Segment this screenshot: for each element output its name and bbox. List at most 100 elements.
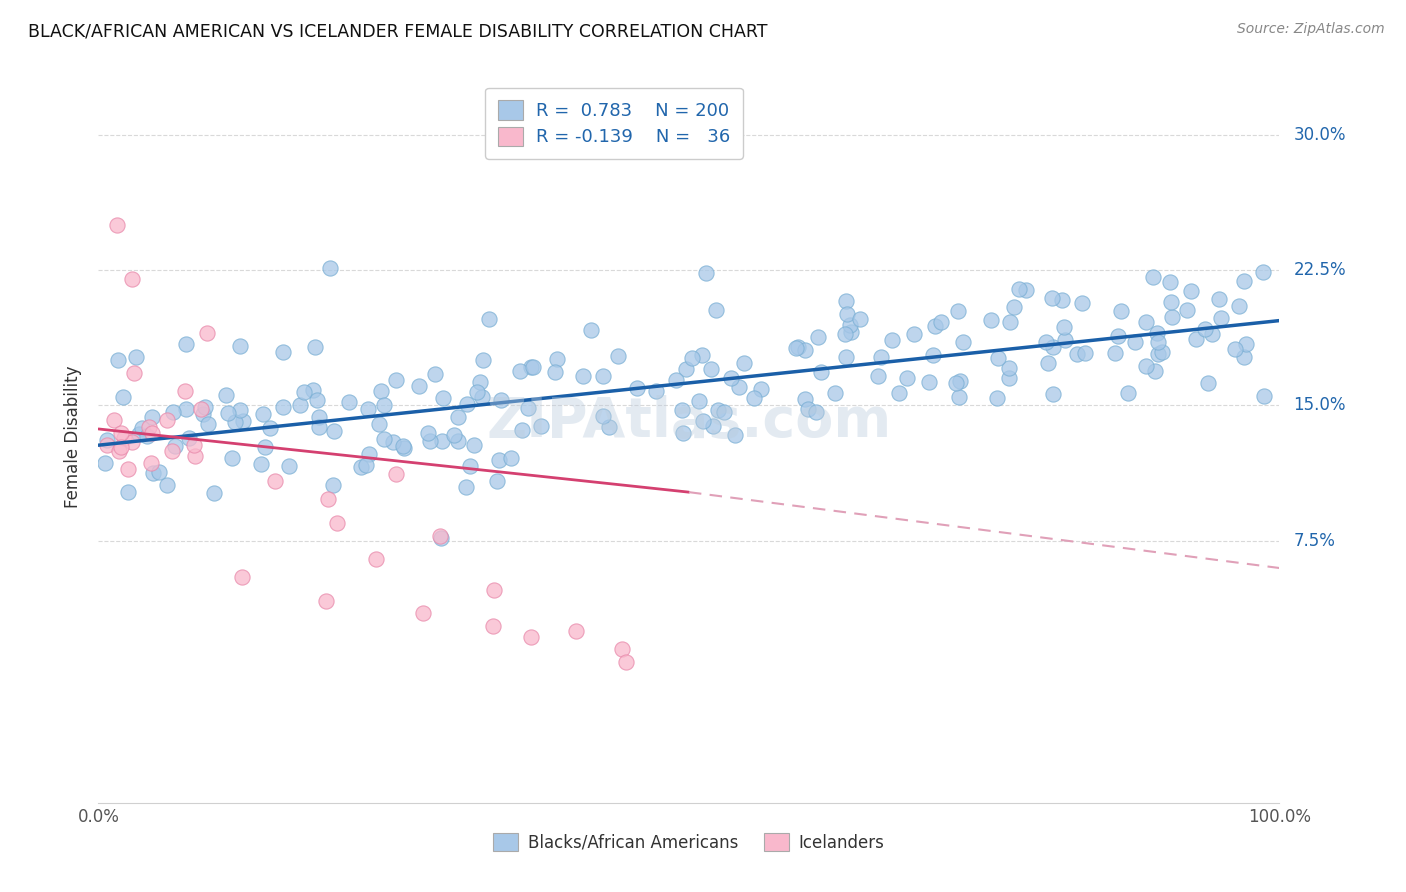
- Point: [176, 337, 198, 351]
- Point: [194, 400, 217, 414]
- Point: [1223, 342, 1246, 356]
- Point: [1042, 387, 1064, 401]
- Point: [1050, 293, 1073, 308]
- Point: [1053, 334, 1076, 348]
- Point: [443, 428, 465, 442]
- Point: [1227, 299, 1250, 313]
- Point: [948, 390, 970, 404]
- Point: [458, 459, 481, 474]
- Point: [162, 405, 184, 419]
- Point: [156, 478, 179, 492]
- Point: [429, 528, 451, 542]
- Point: [987, 351, 1010, 366]
- Point: [998, 370, 1021, 384]
- Point: [581, 323, 603, 337]
- Point: [720, 370, 742, 384]
- Point: [315, 593, 337, 607]
- Point: [835, 294, 858, 309]
- Point: [702, 418, 724, 433]
- Point: [368, 417, 391, 432]
- Point: [807, 330, 830, 344]
- Point: [1070, 296, 1092, 310]
- Point: [468, 375, 491, 389]
- Point: [700, 362, 723, 376]
- Point: [141, 425, 163, 440]
- Point: [1147, 334, 1170, 349]
- Point: [1234, 336, 1257, 351]
- Point: [124, 350, 146, 364]
- Point: [252, 407, 274, 421]
- Point: [1104, 346, 1126, 360]
- Point: [887, 386, 910, 401]
- Point: [918, 376, 941, 390]
- Point: [302, 383, 325, 397]
- Point: [454, 480, 477, 494]
- Point: [478, 311, 501, 326]
- Point: [488, 453, 510, 467]
- Point: [232, 415, 254, 429]
- Point: [215, 388, 238, 402]
- Point: [117, 461, 139, 475]
- Point: [142, 467, 165, 481]
- Point: [173, 384, 195, 398]
- Point: [465, 385, 488, 400]
- Point: [165, 439, 187, 453]
- Point: [728, 380, 751, 394]
- Point: [998, 361, 1021, 376]
- Point: [191, 407, 214, 421]
- Point: [318, 492, 340, 507]
- Point: [592, 368, 614, 383]
- Point: [357, 446, 380, 460]
- Point: [1194, 322, 1216, 336]
- Point: [356, 401, 378, 416]
- Point: [202, 486, 225, 500]
- Point: [787, 339, 810, 353]
- Point: [429, 531, 451, 545]
- Point: [471, 352, 494, 367]
- Point: [271, 400, 294, 414]
- Point: [392, 439, 415, 453]
- Point: [1175, 302, 1198, 317]
- Point: [117, 485, 139, 500]
- Point: [138, 420, 160, 434]
- Point: [107, 353, 129, 368]
- Point: [645, 384, 668, 398]
- Point: [704, 302, 727, 317]
- Point: [929, 315, 952, 329]
- Point: [1150, 344, 1173, 359]
- Point: [1147, 346, 1170, 360]
- Point: [1146, 326, 1168, 340]
- Point: [141, 409, 163, 424]
- Point: [1251, 265, 1274, 279]
- Point: [381, 435, 404, 450]
- Point: [1208, 292, 1230, 306]
- Point: [259, 421, 281, 435]
- Point: [463, 437, 485, 451]
- Point: [96, 433, 118, 447]
- Point: [197, 417, 219, 431]
- Point: [190, 402, 212, 417]
- Point: [866, 368, 889, 383]
- Point: [128, 427, 150, 442]
- Point: [841, 325, 863, 339]
- Point: [824, 386, 846, 401]
- Point: [337, 395, 360, 409]
- Point: [271, 344, 294, 359]
- Point: [195, 326, 218, 341]
- Point: [785, 341, 807, 355]
- Point: [323, 424, 346, 438]
- Point: [105, 218, 128, 232]
- Point: [224, 415, 246, 429]
- Point: [112, 431, 135, 445]
- Point: [1040, 291, 1063, 305]
- Point: [839, 318, 862, 332]
- Point: [794, 392, 817, 406]
- Text: Source: ZipAtlas.com: Source: ZipAtlas.com: [1237, 22, 1385, 37]
- Point: [96, 438, 118, 452]
- Point: [174, 401, 197, 416]
- Point: [308, 409, 330, 424]
- Point: [903, 327, 925, 342]
- Point: [139, 456, 162, 470]
- Point: [304, 340, 326, 354]
- Point: [1052, 320, 1074, 334]
